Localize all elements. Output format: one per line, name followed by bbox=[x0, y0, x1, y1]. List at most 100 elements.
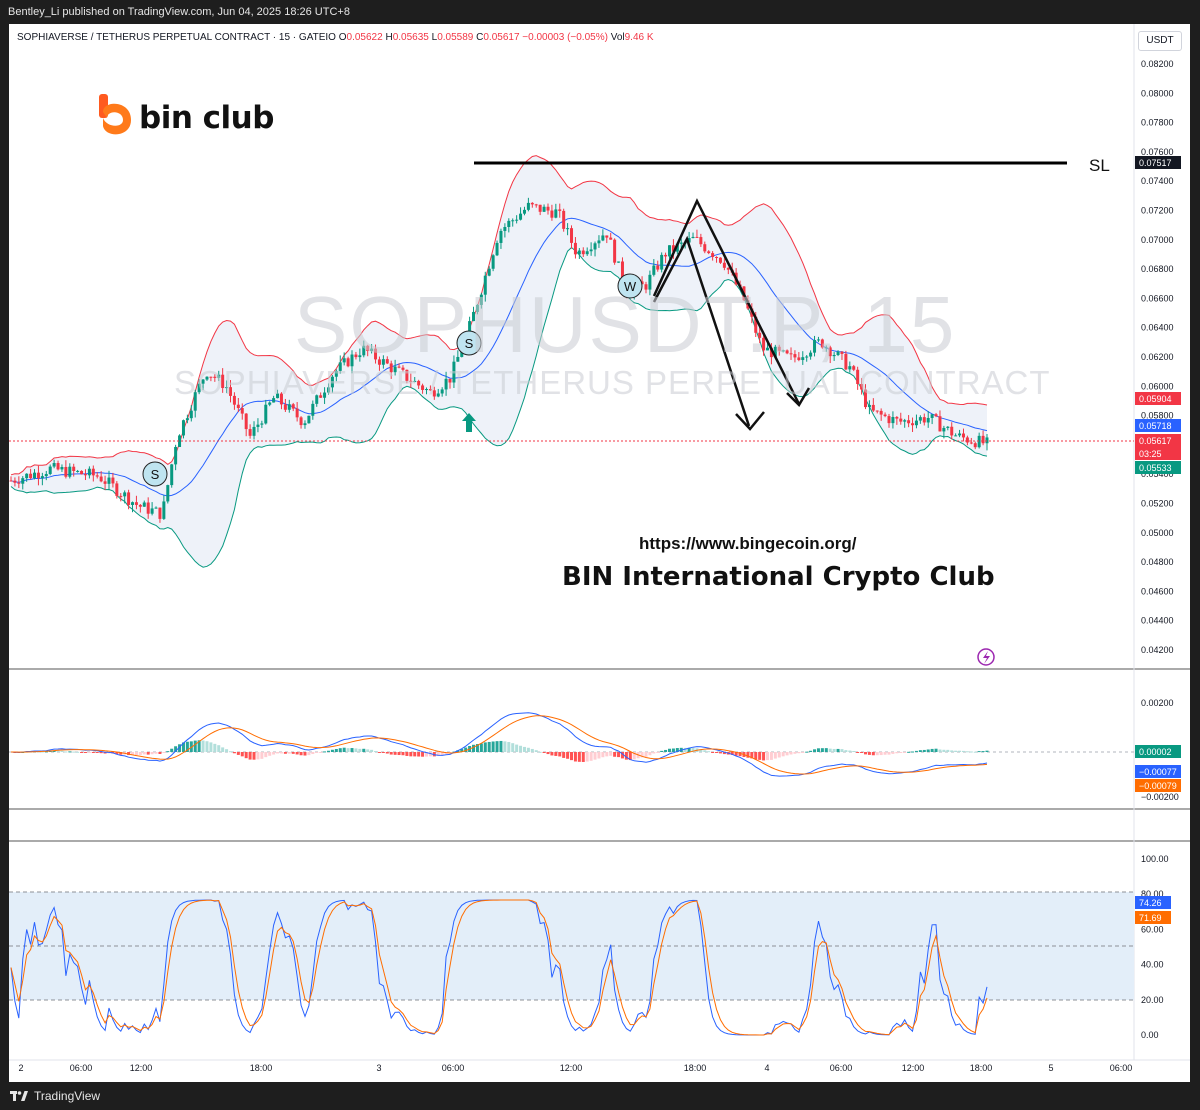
time-axis[interactable]: 2 06:00 12:00 18:00 3 06:00 12:00 18:00 4 06:00 12… bbox=[18, 1063, 1132, 1073]
macd-histogram-bar bbox=[389, 752, 393, 755]
macd-badge[interactable]: −0.00077 bbox=[1135, 765, 1181, 778]
candle-body bbox=[205, 376, 209, 380]
candle-body bbox=[707, 251, 711, 254]
candle-body bbox=[221, 374, 225, 389]
candle-body bbox=[319, 395, 323, 398]
chart-canvas[interactable]: S S W 0.08200 0.08000 0.07800 0.07600 0.0740… bbox=[9, 24, 1190, 1082]
lightning-icon[interactable] bbox=[977, 648, 995, 666]
macd-histogram-bar bbox=[840, 749, 844, 752]
macd-histogram-bar bbox=[87, 752, 91, 753]
stoch-axis[interactable]: 100.00 80.00 60.00 40.00 20.00 0.00 74.26 71.69 bbox=[1135, 854, 1171, 1040]
macd-histogram-bar bbox=[577, 752, 581, 762]
high-value: 0.05635 bbox=[392, 32, 429, 43]
candle-body bbox=[503, 227, 507, 231]
price-badge[interactable]: 0.05617 bbox=[1135, 434, 1181, 447]
promo-url[interactable]: https://www.bingecoin.org/ bbox=[639, 534, 857, 553]
candle-body bbox=[272, 398, 276, 403]
candle-body bbox=[330, 376, 334, 388]
macd-histogram-bar bbox=[546, 752, 550, 755]
candle-body bbox=[460, 350, 464, 357]
macd-histogram-bar bbox=[283, 752, 287, 754]
time-tick-label: 12:00 bbox=[130, 1063, 153, 1073]
macd-histogram-bar bbox=[762, 752, 766, 761]
currency-button[interactable]: USDT bbox=[1138, 31, 1182, 51]
macd-histogram-bar bbox=[585, 752, 589, 762]
macd-histogram-bar bbox=[213, 743, 217, 752]
stoch-badge[interactable]: 71.69 bbox=[1135, 911, 1171, 924]
macd-histogram-bar bbox=[671, 748, 675, 752]
candle-body bbox=[609, 237, 613, 240]
macd-badge[interactable]: 0.00002 bbox=[1135, 745, 1181, 758]
macd-histogram-bar bbox=[883, 752, 887, 755]
candle-body bbox=[268, 402, 272, 405]
macd-histogram-bar bbox=[338, 748, 342, 752]
candle-body bbox=[483, 275, 487, 295]
candle-body bbox=[283, 404, 287, 410]
candle-body bbox=[699, 237, 703, 245]
candle-body bbox=[907, 420, 911, 424]
macd-histogram-bar bbox=[95, 752, 99, 753]
candle-body bbox=[350, 354, 354, 367]
macd-histogram-bar bbox=[750, 752, 754, 759]
macd-histogram-bar bbox=[887, 752, 891, 755]
macd-histogram-bar bbox=[295, 752, 299, 755]
macd-histogram-bar bbox=[170, 748, 174, 752]
candle-body bbox=[785, 350, 789, 354]
macd-histogram-bar bbox=[824, 748, 828, 752]
candle-body bbox=[95, 475, 99, 477]
candle-body bbox=[961, 433, 965, 438]
macd-histogram-bar bbox=[287, 752, 291, 754]
macd-histogram-bar bbox=[370, 749, 374, 752]
macd-axis[interactable]: 0.00200 −0.00200 0.00002 −0.00077 −0.00079 bbox=[1135, 698, 1181, 802]
signal-w-marker[interactable]: W bbox=[617, 273, 643, 299]
projection-arrow-2[interactable] bbox=[652, 235, 751, 427]
high-label: H bbox=[385, 32, 393, 43]
publisher-bar: Bentley_Li published on TradingView.com,… bbox=[0, 0, 1200, 24]
projection-arrow-1[interactable] bbox=[652, 198, 801, 405]
candle-body bbox=[295, 408, 299, 418]
candle-body bbox=[973, 443, 977, 448]
time-tick-label: 3 bbox=[376, 1063, 381, 1073]
price-tick-label: 0.04600 bbox=[1141, 586, 1174, 596]
chart-area[interactable]: S S W 0.08200 0.08000 0.07800 0.07600 0.0740… bbox=[9, 24, 1190, 1082]
candle-body bbox=[570, 228, 574, 243]
macd-histogram-bar bbox=[60, 750, 64, 752]
candle-body bbox=[942, 427, 946, 432]
macd-histogram-bar bbox=[930, 748, 934, 752]
candle-body bbox=[816, 339, 820, 341]
macd-histogram-bar bbox=[244, 752, 248, 759]
candle-body bbox=[715, 257, 719, 259]
macd-histogram-bar bbox=[664, 749, 668, 752]
price-badge[interactable]: 03:25 bbox=[1135, 447, 1181, 460]
price-badge[interactable]: 0.05904 bbox=[1135, 392, 1181, 405]
candle-body bbox=[644, 284, 648, 290]
macd-histogram-bar bbox=[624, 752, 628, 760]
price-axis[interactable]: 0.08200 0.08000 0.07800 0.07600 0.07400 0.072… bbox=[1135, 59, 1181, 655]
candle-body bbox=[72, 466, 76, 472]
price-badge[interactable]: 0.05718 bbox=[1135, 419, 1181, 432]
macd-badge[interactable]: −0.00079 bbox=[1135, 779, 1181, 792]
macd-histogram-bar bbox=[730, 752, 734, 755]
price-badge[interactable]: 0.07517 bbox=[1135, 156, 1181, 169]
candle-body bbox=[664, 254, 668, 257]
stoch-badge[interactable]: 74.26 bbox=[1135, 896, 1171, 909]
candle-body bbox=[668, 245, 672, 257]
candle-body bbox=[9, 480, 13, 482]
candle-body bbox=[315, 395, 319, 404]
signal-s-marker-1[interactable]: S bbox=[142, 461, 168, 487]
promo-title: BIN International Crypto Club bbox=[562, 562, 995, 592]
candle-body bbox=[860, 384, 864, 390]
arrowhead-1 bbox=[786, 387, 811, 408]
candle-body bbox=[844, 353, 848, 370]
buy-arrow-icon[interactable] bbox=[462, 413, 476, 432]
price-badge[interactable]: 0.05533 bbox=[1135, 461, 1181, 474]
signal-s-marker-2[interactable]: S bbox=[456, 330, 482, 356]
tradingview-logo[interactable]: TradingView bbox=[10, 1082, 100, 1110]
macd-histogram-bar bbox=[926, 749, 930, 752]
macd-histogram-bar bbox=[601, 752, 605, 758]
candle-body bbox=[381, 359, 385, 365]
macd-histogram-bar bbox=[248, 752, 252, 760]
candle-body bbox=[409, 380, 413, 382]
candle-body bbox=[421, 385, 425, 390]
symbol-legend[interactable]: SOPHIAVERSE / TETHERUS PERPETUAL CONTRAC… bbox=[17, 32, 654, 43]
